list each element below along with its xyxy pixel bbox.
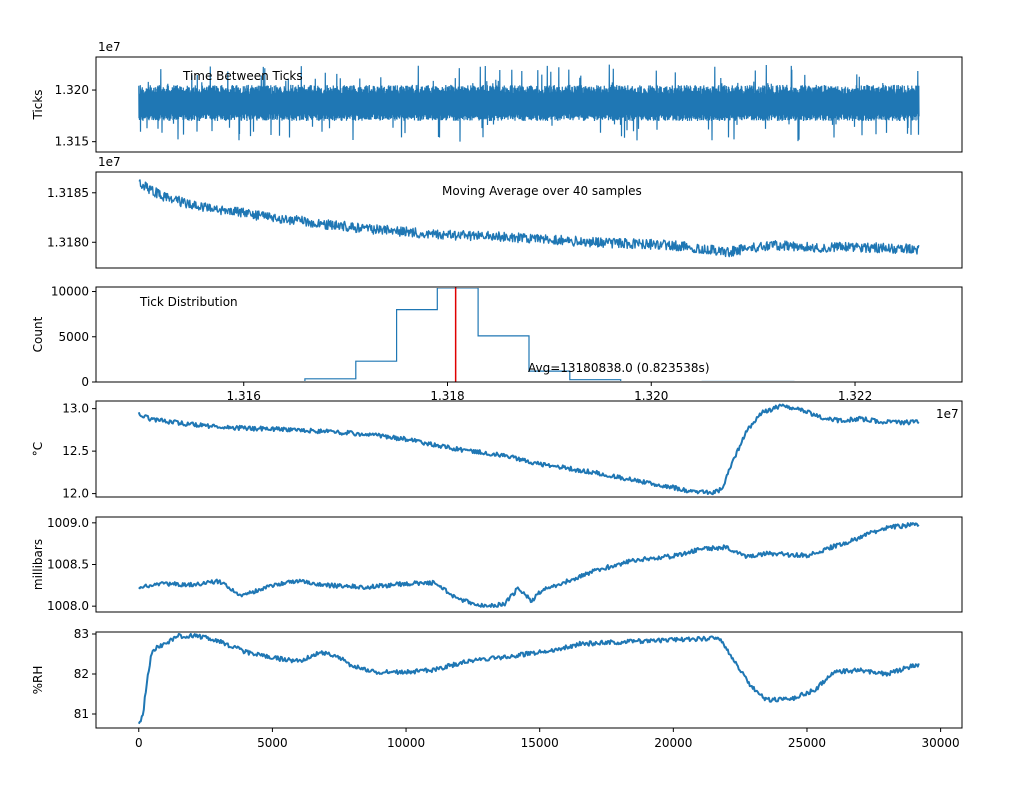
x-tick-label: 25000 [788, 736, 826, 750]
x-tick-label: 30000 [922, 736, 960, 750]
panel-moving-average: 1.3180 1.3185 Moving Average over 40 sampl… [47, 155, 963, 269]
y-tick-label: 12.5 [62, 444, 89, 458]
x-tick-label: 15000 [521, 736, 559, 750]
series-line [137, 403, 920, 496]
series-line [138, 64, 920, 142]
axes-frame [95, 56, 963, 153]
y-axis-label: °C [31, 442, 45, 456]
x-tick-label: 0 [135, 736, 143, 750]
panel-tick-distribution: 1.316 1.318 1.320 1.322 Avg=13180838.0 (0.82… [31, 285, 963, 421]
axes-frame [95, 171, 963, 269]
y-tick-label: 1.320 [55, 83, 89, 97]
x-tick-label: 1.318 [430, 389, 464, 403]
axes-frame [95, 631, 963, 729]
y-tick-label: 81 [74, 707, 89, 721]
panel-ticks: 1.315 1.320 Ticks Time Between Ticks 1e7 [31, 40, 963, 153]
y-tick-label: 1009.0 [47, 516, 89, 530]
x-tick-label: 10000 [387, 736, 425, 750]
panel-title: Moving Average over 40 samples [442, 184, 642, 198]
y-axis-label: Ticks [31, 89, 45, 120]
y-axis-label: millibars [31, 539, 45, 590]
x-tick-label: 1.320 [634, 389, 668, 403]
x-tick-label: 1.322 [838, 389, 872, 403]
histogram-steps [304, 288, 795, 381]
y-tick-label: 1.3180 [47, 235, 89, 249]
y-tick-label: 12.0 [62, 487, 89, 501]
y-tick-label: 1008.0 [47, 599, 89, 613]
series-line [138, 179, 920, 258]
series-line [138, 522, 920, 608]
panel-humidity: 81 82 83 %RH 0 5000 10000 15000 20000 25000 30000 [31, 627, 963, 750]
y-tick-label: 83 [74, 627, 89, 641]
y-axis-label: %RH [31, 666, 45, 695]
axes-frame [95, 286, 963, 383]
y-tick-label: 10000 [51, 285, 89, 299]
y-tick-label: 5000 [58, 330, 89, 344]
y-tick-label: 1.3185 [47, 186, 89, 200]
y-tick-label: 1008.5 [47, 558, 89, 572]
panel-title: Time Between Ticks [182, 69, 303, 83]
y-axis-label: Count [31, 316, 45, 352]
y-tick-label: 82 [74, 667, 89, 681]
x-offset-label: 1e7 [936, 407, 959, 421]
y-tick-label: 1.315 [55, 135, 89, 149]
panel-temperature: 12.0 12.5 13.0 °C [31, 400, 963, 501]
x-tick-label: 20000 [654, 736, 692, 750]
y-tick-label: 0 [81, 375, 89, 389]
panel-title: Tick Distribution [139, 295, 238, 309]
y-tick-label: 13.0 [62, 402, 89, 416]
series-line [137, 633, 920, 725]
y-offset-label: 1e7 [98, 40, 121, 54]
x-tick-label: 5000 [257, 736, 288, 750]
y-offset-label: 1e7 [98, 155, 121, 169]
x-tick-label: 1.316 [227, 389, 261, 403]
histogram-annotation: Avg=13180838.0 (0.823538s) [528, 361, 710, 375]
axes-frame [95, 400, 963, 498]
